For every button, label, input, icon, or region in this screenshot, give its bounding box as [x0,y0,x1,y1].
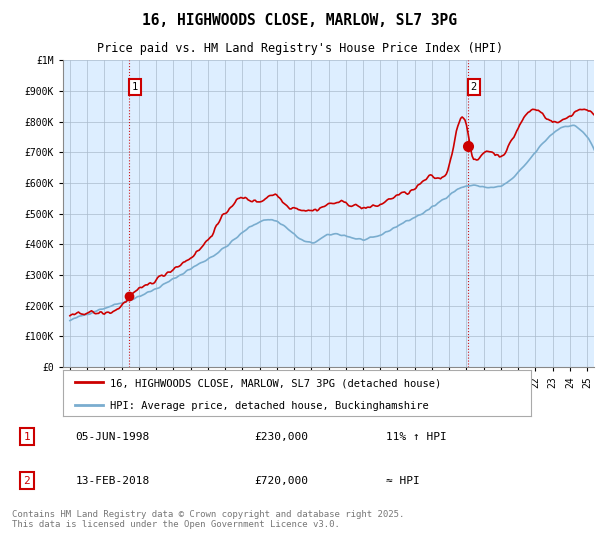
Text: 1: 1 [23,432,30,442]
Text: 16, HIGHWOODS CLOSE, MARLOW, SL7 3PG (detached house): 16, HIGHWOODS CLOSE, MARLOW, SL7 3PG (de… [110,379,441,389]
Text: Price paid vs. HM Land Registry's House Price Index (HPI): Price paid vs. HM Land Registry's House … [97,43,503,55]
Text: £230,000: £230,000 [254,432,308,442]
Text: 13-FEB-2018: 13-FEB-2018 [76,475,149,486]
Text: 05-JUN-1998: 05-JUN-1998 [76,432,149,442]
Text: 16, HIGHWOODS CLOSE, MARLOW, SL7 3PG: 16, HIGHWOODS CLOSE, MARLOW, SL7 3PG [143,13,458,28]
Text: £720,000: £720,000 [254,475,308,486]
Text: 2: 2 [23,475,30,486]
Text: HPI: Average price, detached house, Buckinghamshire: HPI: Average price, detached house, Buck… [110,402,428,412]
Text: Contains HM Land Registry data © Crown copyright and database right 2025.
This d: Contains HM Land Registry data © Crown c… [12,510,404,529]
Text: 2: 2 [471,82,477,92]
Text: 11% ↑ HPI: 11% ↑ HPI [386,432,447,442]
Text: ≈ HPI: ≈ HPI [386,475,420,486]
Text: 1: 1 [132,82,138,92]
